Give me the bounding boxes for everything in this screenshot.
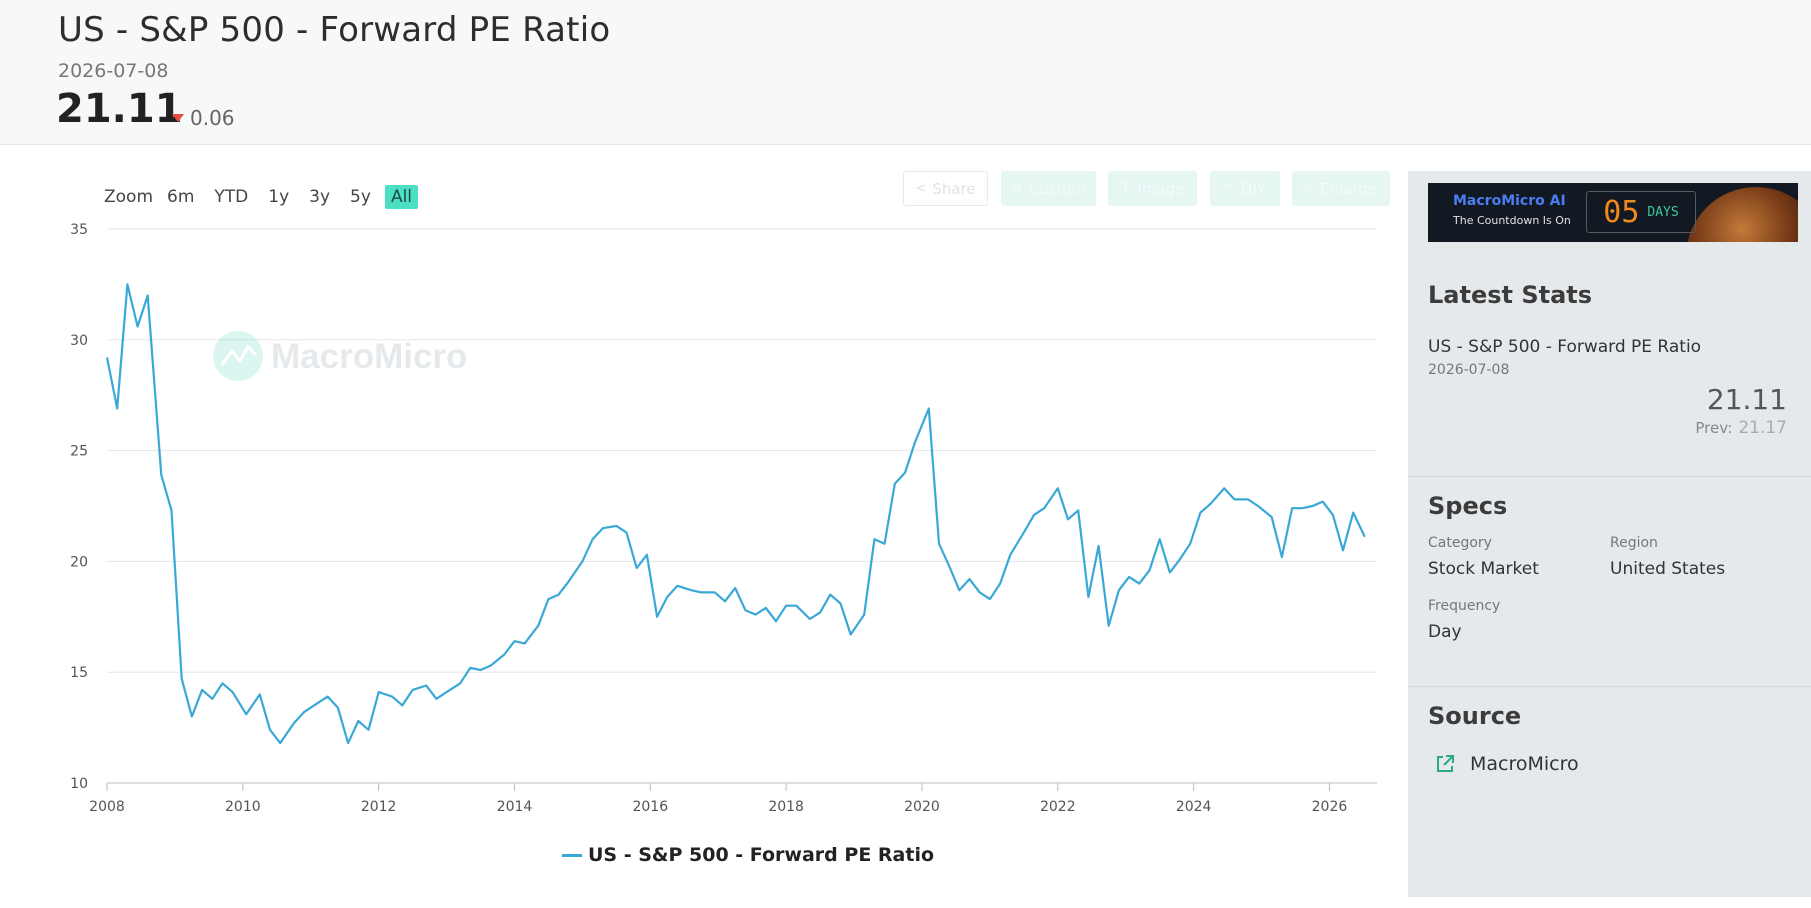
diy-button[interactable]: ✎ DIY (1210, 171, 1280, 206)
zoom-ytd-button[interactable]: YTD (214, 187, 249, 207)
sidebar-divider (1408, 476, 1811, 477)
image-label: Image (1137, 179, 1185, 198)
x-tick-label: 2020 (904, 799, 940, 815)
region-value: United States (1610, 559, 1726, 579)
y-tick-label: 35 (70, 222, 88, 238)
region-label: Region (1610, 535, 1658, 551)
external-link-icon[interactable] (1434, 753, 1456, 775)
specs-heading: Specs (1428, 492, 1508, 520)
custom-label: Custom (1028, 179, 1087, 198)
page-header: US - S&P 500 - Forward PE Ratio 2026-07-… (0, 0, 1811, 145)
x-tick-label: 2010 (225, 799, 261, 815)
change-indicator: 0.06 (172, 106, 235, 130)
series-line-forward-pe[interactable] (105, 283, 1366, 745)
latest-value: 21.11 (56, 86, 183, 132)
zoom-label: Zoom (104, 187, 154, 207)
latest-stats-heading: Latest Stats (1428, 281, 1593, 309)
y-tick-label: 10 (70, 776, 88, 792)
banner-brand: MacroMicro AI (1453, 193, 1566, 209)
ai-countdown-banner[interactable]: MacroMicro AI The Countdown Is On 05 DAY… (1428, 183, 1798, 242)
sidebar-divider (1408, 686, 1811, 687)
y-tick-label: 15 (70, 665, 88, 681)
latest-stats-date: 2026-07-08 (1428, 362, 1510, 378)
zoom-1y-button[interactable]: 1y (268, 187, 290, 207)
zoom-6m-button[interactable]: 6m (167, 187, 195, 207)
down-triangle-icon (172, 114, 184, 122)
enlarge-button[interactable]: ⛶ Enlarge (1292, 171, 1390, 206)
page-title: US - S&P 500 - Forward PE Ratio (58, 10, 611, 50)
watermark-logo-icon (213, 331, 263, 381)
source-heading: Source (1428, 702, 1522, 730)
latest-series-name: US - S&P 500 - Forward PE Ratio (1428, 337, 1702, 357)
line-chart: 10 15 20 25 30 35 2008 2010 2012 2014 2016 2018 202… (70, 222, 1377, 815)
x-tick-label: 2008 (89, 799, 125, 815)
change-value: 0.06 (190, 106, 235, 130)
x-axis: 2008 2010 2012 2014 2016 2018 2020 2022 2024 2026 (89, 783, 1347, 815)
download-icon: ↧ (1120, 181, 1132, 196)
source-link[interactable]: MacroMicro (1470, 753, 1579, 775)
expand-icon: ⛶ (1304, 181, 1315, 196)
y-tick-label: 20 (70, 554, 88, 570)
previous-value: Prev: 21.17 (1695, 418, 1787, 438)
latest-date: 2026-07-08 (58, 60, 169, 82)
y-tick-label: 25 (70, 444, 88, 460)
countdown-unit: DAYS (1647, 204, 1679, 220)
y-tick-label: 30 (70, 333, 88, 349)
x-tick-label: 2016 (632, 799, 668, 815)
legend-line-icon (562, 853, 582, 857)
custom-button[interactable]: ⚙ Custom (1001, 171, 1096, 206)
enlarge-label: Enlarge (1320, 179, 1378, 198)
share-button[interactable]: < Share (903, 171, 988, 206)
diy-label: DIY (1240, 179, 1267, 198)
image-button[interactable]: ↧ Image (1108, 171, 1197, 206)
zoom-all-button[interactable]: All (384, 185, 419, 209)
x-tick-label: 2018 (768, 799, 804, 815)
watermark-chart-icon (220, 344, 258, 366)
zoom-controls: Zoom 6m YTD 1y 3y 5y All (104, 183, 426, 211)
share-icon: < (915, 181, 927, 196)
share-label: Share (932, 179, 976, 198)
x-tick-label: 2024 (1176, 799, 1212, 815)
sidebar (1408, 171, 1811, 897)
y-axis: 10 15 20 25 30 35 (70, 222, 88, 792)
x-tick-label: 2012 (361, 799, 397, 815)
watermark-text: MacroMicro (271, 337, 467, 376)
legend-label: US - S&P 500 - Forward PE Ratio (588, 844, 935, 866)
banner-tagline: The Countdown Is On (1453, 214, 1571, 227)
chart-grid (107, 228, 1377, 784)
latest-stats-value: 21.11 (1706, 383, 1787, 416)
x-tick-label: 2014 (497, 799, 533, 815)
prev-number: 21.17 (1738, 418, 1787, 438)
category-value: Stock Market (1428, 559, 1539, 579)
x-tick-label: 2026 (1312, 799, 1348, 815)
countdown-number: 05 (1603, 194, 1640, 230)
gear-icon: ⚙ (1010, 181, 1023, 196)
chart-legend[interactable]: US - S&P 500 - Forward PE Ratio (562, 844, 934, 866)
planet-graphic (1686, 187, 1798, 242)
frequency-label: Frequency (1428, 598, 1501, 614)
zoom-3y-button[interactable]: 3y (309, 187, 331, 207)
prev-label: Prev: (1695, 419, 1733, 437)
zoom-5y-button[interactable]: 5y (350, 187, 371, 207)
frequency-value: Day (1428, 622, 1462, 642)
category-label: Category (1428, 535, 1492, 551)
watermark: MacroMicro (213, 331, 467, 381)
countdown-box: 05 DAYS (1586, 191, 1696, 233)
x-tick-label: 2022 (1040, 799, 1076, 815)
pencil-icon: ✎ (1223, 181, 1235, 196)
